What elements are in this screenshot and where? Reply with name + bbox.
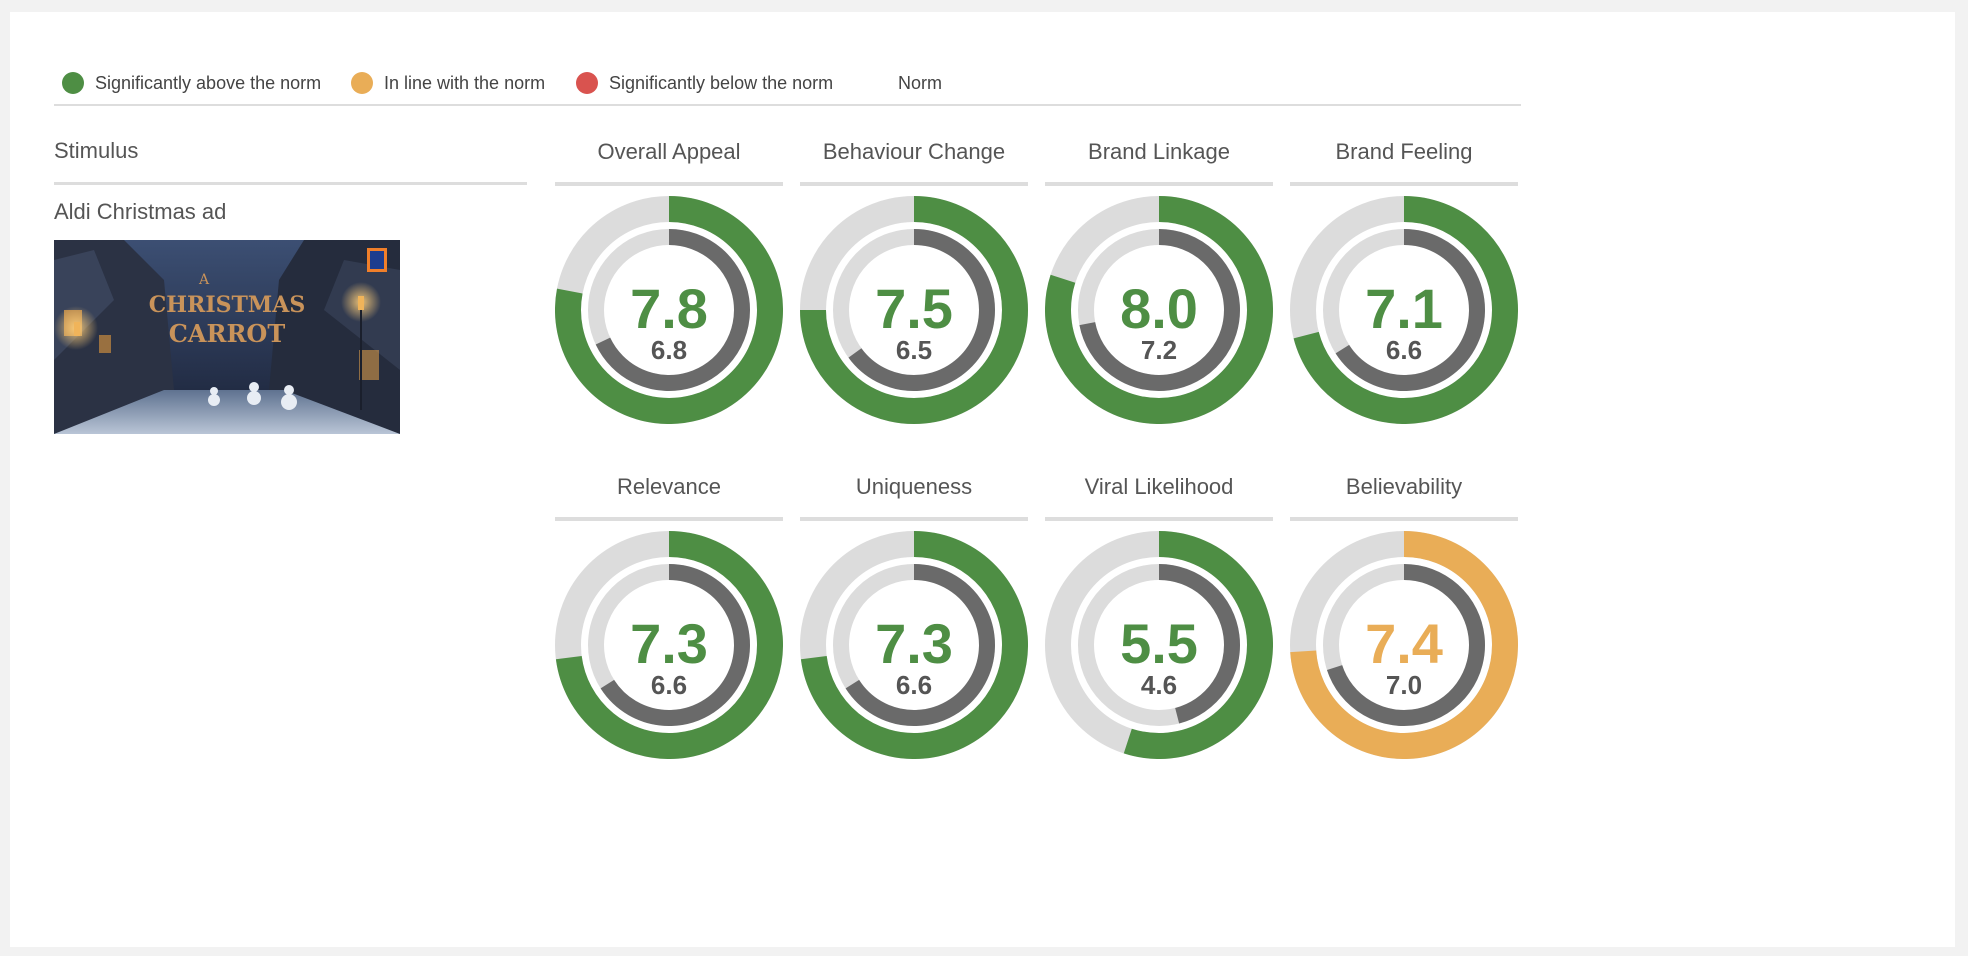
score-arc — [800, 196, 1028, 424]
legend: Significantly above the norm In line wit… — [54, 70, 1521, 106]
stimulus-thumbnail[interactable]: CHRISTMAS CARROT A — [54, 240, 400, 434]
metric-card: Viral Likelihood 5.5 4.6 — [1045, 473, 1273, 773]
norm-arc — [600, 564, 750, 726]
gauge-chart — [1045, 196, 1273, 424]
report-panel — [10, 12, 1955, 947]
metric-title: Viral Likelihood — [1045, 473, 1273, 521]
metric-card: Believability 7.4 7.0 — [1290, 473, 1518, 773]
stimulus-column-header: Stimulus — [54, 138, 527, 185]
norm-value: 4.6 — [1140, 670, 1178, 700]
gauge-chart — [555, 196, 783, 424]
gauge-chart — [1045, 531, 1273, 759]
amber-dot-icon — [351, 72, 373, 94]
legend-label: In line with the norm — [384, 72, 546, 93]
norm-value: 6.6 — [895, 670, 933, 700]
norm-value: 6.6 — [1385, 335, 1423, 365]
score-value: 7.5 — [875, 277, 953, 340]
norm-value: 7.0 — [1385, 670, 1423, 700]
score-arc — [1123, 531, 1273, 759]
legend-item-above: Significantly above the norm — [62, 70, 321, 96]
norm-arc — [845, 564, 995, 726]
metric-title: Brand Linkage — [1045, 138, 1273, 186]
green-dot-icon — [62, 72, 84, 94]
score-arc — [555, 531, 783, 759]
metric-title: Relevance — [555, 473, 783, 521]
stimulus-header-label: Stimulus — [54, 138, 139, 163]
ad-thumbnail-image: CHRISTMAS CARROT A — [54, 240, 400, 434]
score-arc — [1045, 196, 1273, 424]
legend-item-below: Significantly below the norm — [576, 70, 833, 96]
metric-title: Uniqueness — [800, 473, 1028, 521]
metric-card: Brand Feeling 7.1 6.6 — [1290, 138, 1518, 438]
metric-card: Behaviour Change 7.5 6.5 — [800, 138, 1028, 438]
score-arc — [1293, 196, 1518, 424]
metric-card: Uniqueness 7.3 6.6 — [800, 473, 1028, 773]
score-value: 7.8 — [630, 277, 708, 340]
gauge-chart — [1290, 531, 1518, 759]
score-arc — [555, 196, 783, 424]
gauge-chart — [555, 531, 783, 759]
score-arc — [1290, 531, 1518, 759]
metric-card: Overall Appeal 7.8 6.8 — [555, 138, 783, 438]
norm-value: 6.8 — [650, 335, 688, 365]
legend-label: Significantly below the norm — [609, 72, 834, 93]
norm-arc — [1326, 564, 1485, 726]
metric-title: Believability — [1290, 473, 1518, 521]
score-value: 7.1 — [1365, 277, 1443, 340]
score-value: 8.0 — [1120, 277, 1198, 340]
norm-arc — [848, 229, 995, 391]
metric-title: Behaviour Change — [800, 138, 1028, 186]
svg-text:CARROT: CARROT — [169, 319, 286, 348]
metric-title: Brand Feeling — [1290, 138, 1518, 186]
score-value: 5.5 — [1120, 612, 1198, 675]
stimulus-name: Aldi Christmas ad — [54, 199, 227, 224]
norm-arc — [1158, 564, 1240, 724]
legend-item-norm: Norm — [898, 70, 942, 96]
gauge-chart — [800, 196, 1028, 424]
norm-arc — [595, 229, 750, 391]
score-value: 7.3 — [875, 612, 953, 675]
gauge-chart — [800, 531, 1028, 759]
norm-value: 6.5 — [895, 335, 933, 365]
red-dot-icon — [576, 72, 598, 94]
legend-label: Norm — [898, 72, 942, 93]
norm-value: 7.2 — [1140, 335, 1178, 365]
score-value: 7.3 — [630, 612, 708, 675]
norm-arc — [1079, 229, 1240, 391]
svg-text:CHRISTMAS: CHRISTMAS — [149, 292, 305, 318]
legend-item-inline: In line with the norm — [351, 70, 545, 96]
metric-title: Overall Appeal — [555, 138, 783, 186]
legend-label: Significantly above the norm — [95, 72, 322, 93]
gauge-chart — [1290, 196, 1518, 424]
norm-value: 6.6 — [650, 670, 688, 700]
norm-arc — [1335, 229, 1485, 391]
score-arc — [800, 531, 1028, 759]
metric-card: Brand Linkage 8.0 7.2 — [1045, 138, 1273, 438]
score-value: 7.4 — [1365, 612, 1443, 675]
svg-text:A: A — [198, 272, 210, 288]
metric-card: Relevance 7.3 6.6 — [555, 473, 783, 773]
